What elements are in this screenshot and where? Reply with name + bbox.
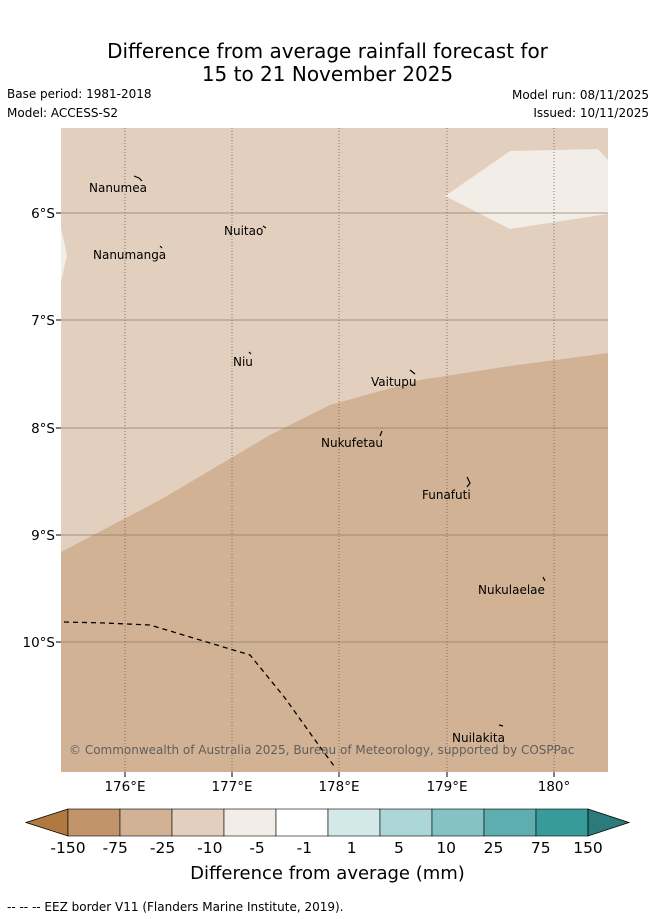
colorbar-swatch (431, 808, 485, 837)
island-label-nukufetau: Nukufetau (321, 436, 383, 450)
longitude-gridlines (124, 128, 555, 772)
model-run: Model run: 08/11/2025 (511, 88, 649, 102)
colorbar-tick-label: 75 (531, 839, 551, 857)
island-label-niu: Niu (233, 355, 253, 369)
lon-tick-176e: 176°E (104, 779, 145, 795)
colorbar: -150 -75 -25 -10 -5 -1 1 5 10 25 75 150 (24, 808, 631, 857)
issued-date: Issued: 10/11/2025 (533, 106, 649, 120)
chart-title: Difference from average rainfall forecas… (0, 40, 655, 86)
copyright-notice: © Commonwealth of Australia 2025, Bureau… (69, 743, 574, 757)
colorbar-swatch (119, 808, 173, 837)
island-shape-nanumanga (159, 245, 163, 249)
title-line-1: Difference from average rainfall forecas… (107, 39, 548, 63)
colorbar-tick-label: -150 (50, 839, 85, 857)
lat-tick-9s: 9°S (31, 528, 55, 544)
island-shape-vaitupu (409, 369, 416, 375)
rainfall-map: Nanumea Nuitao Nanumanga Niu Vaitupu Nuk… (23, 128, 631, 857)
eez-footnote: -- -- -- EEZ border V11 (Flanders Marine… (7, 900, 344, 914)
colorbar-tick-label: 10 (436, 839, 456, 857)
lon-tick-178e: 178°E (318, 779, 359, 795)
colorbar-swatch (483, 808, 537, 837)
colorbar-tick-label: 5 (394, 839, 404, 857)
title-line-2: 15 to 21 November 2025 (201, 62, 454, 86)
colorbar-swatch (67, 808, 121, 837)
colorbar-swatch (535, 808, 589, 837)
latitude-gridlines (61, 212, 608, 643)
colorbar-tick-label: -25 (150, 839, 175, 857)
colorbar-swatch (171, 808, 225, 837)
island-shape-nuitao (262, 225, 267, 229)
colorbar-tick-label: -5 (249, 839, 264, 857)
island-shape-niu (248, 351, 252, 355)
latitude-ticks: 6°S 7°S 8°S 9°S 10°S (23, 206, 61, 651)
island-shape-nuilakita (498, 724, 504, 727)
near-average-region (445, 149, 608, 229)
colorbar-swatch (223, 808, 277, 837)
lat-tick-8s: 8°S (31, 421, 55, 437)
colorbar-tick-label: 1 (347, 839, 357, 857)
lon-tick-180: 180° (538, 779, 571, 795)
colorbar-swatch (379, 808, 433, 837)
island-label-nanumanga: Nanumanga (93, 248, 166, 262)
lat-tick-10s: 10°S (23, 635, 56, 651)
island-shapes (133, 175, 546, 727)
colorbar-swatch (275, 808, 329, 837)
island-label-nuitao: Nuitao (224, 224, 263, 238)
near-average-edge-region (61, 228, 67, 282)
longitude-ticks: 176°E 177°E 178°E 179°E 180° (104, 772, 570, 795)
eez-border (63, 621, 335, 767)
dry-region-moderate (61, 353, 608, 772)
model-name: Model: ACCESS-S2 (7, 106, 119, 120)
island-label-vaitupu: Vaitupu (371, 375, 417, 389)
colorbar-tick-label: -1 (297, 839, 312, 857)
colorbar-tick-label: -10 (197, 839, 222, 857)
lat-tick-6s: 6°S (31, 206, 55, 222)
base-period: Base period: 1981-2018 (7, 87, 152, 101)
lon-tick-179e: 179°E (426, 779, 467, 795)
colorbar-tick-label: -75 (103, 839, 128, 857)
colorbar-extension-low (24, 808, 69, 837)
island-shape-nukufetau (379, 430, 383, 437)
colorbar-tick-label: 25 (484, 839, 504, 857)
lat-tick-7s: 7°S (31, 313, 55, 329)
island-shape-nanumea (133, 175, 143, 182)
colorbar-swatch (327, 808, 381, 837)
island-label-nanumea: Nanumea (89, 181, 147, 195)
island-label-nukulaelae: Nukulaelae (478, 583, 545, 597)
colorbar-tick-label: 150 (573, 839, 603, 857)
lon-tick-177e: 177°E (211, 779, 252, 795)
island-shape-funafuti (466, 476, 471, 488)
island-label-funafuti: Funafuti (422, 488, 471, 502)
colorbar-extension-high (587, 808, 631, 837)
island-label-nuilakita: Nuilakita (452, 731, 505, 745)
island-shape-nukulaelae (542, 576, 546, 582)
colorbar-title: Difference from average (mm) (190, 863, 465, 884)
